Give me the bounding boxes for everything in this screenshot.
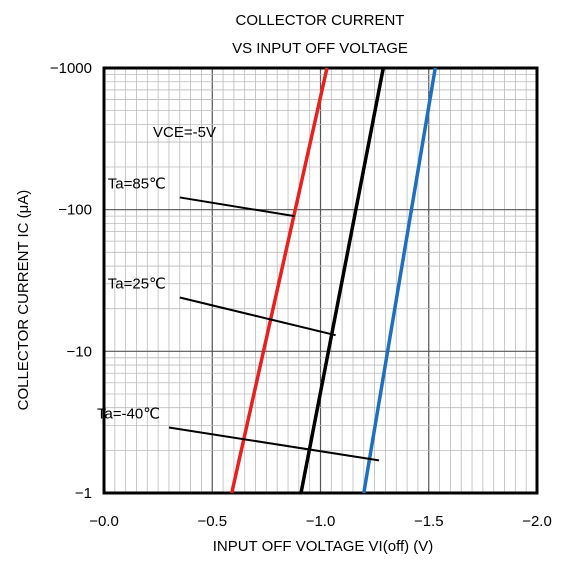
x-tick-label: −0.5: [197, 513, 227, 530]
annotation-leader-line: [179, 296, 336, 337]
series-line-2: [362, 67, 437, 494]
chart-title-line-1: COLLECTOR CURRENT: [236, 12, 405, 29]
condition-label: VCE=-5V: [153, 124, 216, 141]
chart-title-line-2: VS INPUT OFF VOLTAGE: [232, 40, 408, 57]
plot-frame: [102, 66, 539, 495]
series-layer: [230, 67, 437, 494]
x-tick-label: −2.0: [522, 513, 552, 530]
annotation-layer: Ta=85℃ Ta=25℃ Ta=-40℃: [97, 175, 380, 462]
series-line-1: [299, 67, 386, 494]
series-annotation-label: Ta=85℃: [108, 175, 166, 192]
y-tick-label: −1: [75, 485, 92, 502]
x-axis-tick-labels: −0.0 −0.5 −1.0 −1.5 −2.0: [89, 513, 552, 530]
annotation-leader-line: [179, 196, 295, 218]
y-axis-title: COLLECTOR CURRENT IC (μA): [15, 190, 32, 411]
x-axis-title: INPUT OFF VOLTAGE VI(off) (V): [213, 538, 434, 555]
x-tick-label: −1.0: [306, 513, 336, 530]
y-tick-label: −10: [67, 343, 92, 360]
plot-grid: [104, 68, 537, 493]
x-tick-label: −1.5: [414, 513, 444, 530]
series-annotation-label: Ta=-40℃: [97, 405, 160, 422]
annotation-leader-line: [168, 426, 380, 462]
y-tick-label: −1000: [50, 60, 92, 77]
x-tick-label: −0.0: [89, 513, 119, 530]
y-tick-label: −100: [58, 202, 92, 219]
series-annotation-label: Ta=25℃: [108, 275, 166, 292]
y-axis-tick-labels: −1 −10 −100 −1000: [50, 60, 92, 502]
series-line-0: [230, 67, 329, 494]
